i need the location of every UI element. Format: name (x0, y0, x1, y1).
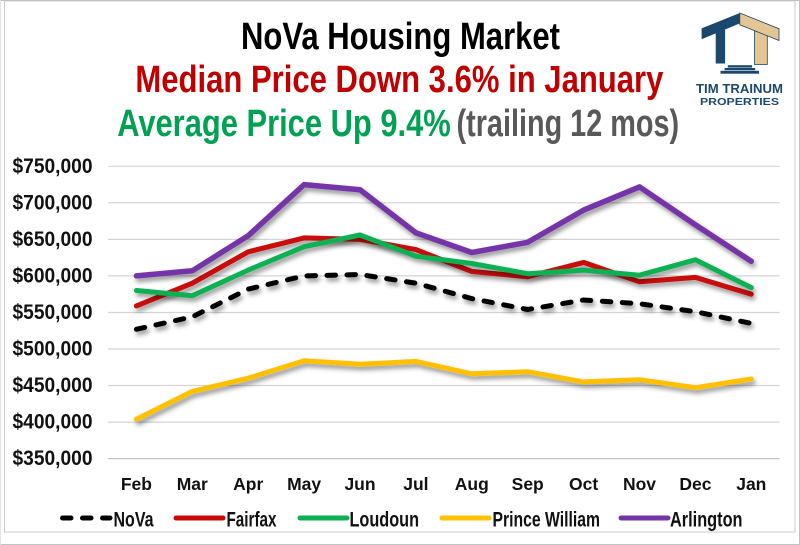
svg-text:NoVa Housing Market: NoVa Housing Market (241, 16, 560, 58)
svg-text:Prince William: Prince William (493, 509, 601, 532)
svg-text:Jan: Jan (736, 474, 766, 494)
svg-text:NoVa: NoVa (114, 509, 154, 532)
svg-text:$550,000: $550,000 (13, 300, 93, 324)
svg-text:Jul: Jul (403, 474, 428, 494)
svg-text:$600,000: $600,000 (13, 263, 93, 287)
svg-text:Oct: Oct (569, 474, 598, 494)
svg-text:Average Price Up 9.4%: Average Price Up 9.4% (117, 103, 451, 145)
svg-text:Jun: Jun (344, 474, 375, 494)
svg-text:Median Price Down 3.6% in Janu: Median Price Down 3.6% in January (135, 59, 663, 101)
svg-text:$450,000: $450,000 (13, 373, 93, 397)
svg-text:Feb: Feb (121, 474, 152, 494)
svg-text:Aug: Aug (455, 474, 489, 494)
svg-text:PROPERTIES: PROPERTIES (700, 96, 779, 108)
svg-text:Apr: Apr (233, 474, 263, 494)
svg-text:$650,000: $650,000 (13, 227, 93, 251)
svg-text:$500,000: $500,000 (13, 337, 93, 361)
svg-text:Dec: Dec (679, 474, 711, 494)
svg-text:Loudoun: Loudoun (350, 509, 420, 532)
svg-text:May: May (287, 474, 321, 494)
svg-text:Fairfax: Fairfax (227, 509, 277, 532)
svg-text:Arlington: Arlington (670, 509, 743, 532)
svg-text:$750,000: $750,000 (13, 154, 93, 178)
svg-text:Mar: Mar (177, 474, 208, 494)
svg-text:TIM TRAINUM: TIM TRAINUM (696, 82, 783, 96)
svg-text:$350,000: $350,000 (13, 446, 93, 470)
svg-text:Sep: Sep (512, 474, 544, 494)
svg-text:Nov: Nov (623, 474, 656, 494)
svg-text:$700,000: $700,000 (13, 190, 93, 214)
svg-text:(trailing 12 mos): (trailing 12 mos) (457, 103, 680, 145)
svg-text:$400,000: $400,000 (13, 410, 93, 434)
